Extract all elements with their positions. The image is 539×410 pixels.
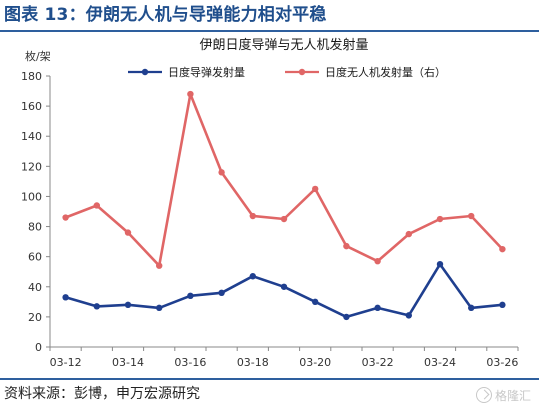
y-tick-label: 160 (21, 100, 42, 113)
y-tick-label: 60 (28, 251, 42, 264)
data-point (312, 298, 319, 306)
series-line (65, 92, 504, 268)
data-point (374, 304, 381, 312)
data-point (93, 202, 101, 209)
data-point (280, 283, 288, 290)
legend: 日度导弹发射量 日度无人机发射量（右） (128, 65, 446, 79)
data-point (124, 301, 132, 309)
x-tick-label: 03-20 (299, 356, 331, 369)
data-point (62, 294, 69, 301)
x-tick-label: 03-14 (112, 356, 144, 369)
source-rule (0, 378, 539, 380)
data-point (312, 185, 319, 193)
legend-marker (141, 68, 149, 76)
x-axis: 03-12 03-14 03-16 03-18 03-20 03-22 03-24 03-26 (49, 346, 519, 369)
series-line (65, 262, 503, 319)
data-point (187, 292, 194, 300)
y-tick-label: 100 (21, 190, 42, 203)
y-tick-label: 120 (21, 160, 42, 173)
x-tick-label: 03-12 (50, 356, 82, 369)
x-tick-label: 03-18 (237, 356, 269, 369)
data-point (499, 301, 506, 309)
data-point (280, 215, 288, 223)
data-point (436, 215, 444, 223)
data-point (218, 289, 225, 296)
y-tick-label: 20 (28, 311, 42, 324)
data-point (343, 242, 350, 250)
y-tick-label: 180 (21, 70, 42, 83)
legend-entry: 日度无人机发射量（右） (325, 65, 446, 79)
data-point (124, 229, 132, 236)
data-point (405, 230, 412, 238)
data-point (499, 245, 506, 253)
data-point (374, 257, 381, 265)
title-rule (0, 30, 539, 32)
data-point (218, 169, 225, 176)
data-point (249, 212, 256, 220)
x-tick-label: 03-22 (362, 356, 394, 369)
source-note: 资料来源：彭博，申万宏源研究 (4, 386, 200, 402)
data-point (249, 273, 256, 280)
data-point (468, 212, 475, 220)
data-point (187, 90, 194, 98)
y-tick-label: 80 (28, 221, 42, 234)
y-axis: 0 20 40 60 80 100 120 140 160 180 (21, 70, 51, 354)
x-tick-label: 03-16 (174, 356, 206, 369)
figure-title: 图表 13：伊朗无人机与导弹能力相对平稳 (4, 5, 327, 25)
x-tick-label: 03-26 (486, 356, 518, 369)
data-point (436, 260, 444, 268)
data-point (343, 313, 350, 321)
legend-entry: 日度导弹发射量 (168, 65, 245, 79)
plot-area (62, 90, 506, 321)
watermark: 格隆汇 (475, 386, 531, 404)
x-tick-label: 03-24 (424, 356, 456, 369)
watermark-text: 格隆汇 (494, 388, 531, 403)
chart-title: 伊朗日度导弹与无人机发射量 (199, 37, 368, 53)
y-axis-unit: 枚/架 (25, 49, 51, 63)
y-tick-label: 140 (21, 130, 42, 143)
data-point (62, 214, 69, 221)
y-tick-label: 0 (35, 341, 42, 354)
data-point (156, 304, 163, 312)
legend-marker (298, 68, 306, 76)
watermark-logo-icon (475, 387, 492, 403)
data-point (468, 304, 475, 312)
data-point (93, 303, 101, 310)
data-point (156, 262, 163, 269)
data-point (405, 312, 412, 319)
y-tick-label: 40 (28, 281, 42, 294)
